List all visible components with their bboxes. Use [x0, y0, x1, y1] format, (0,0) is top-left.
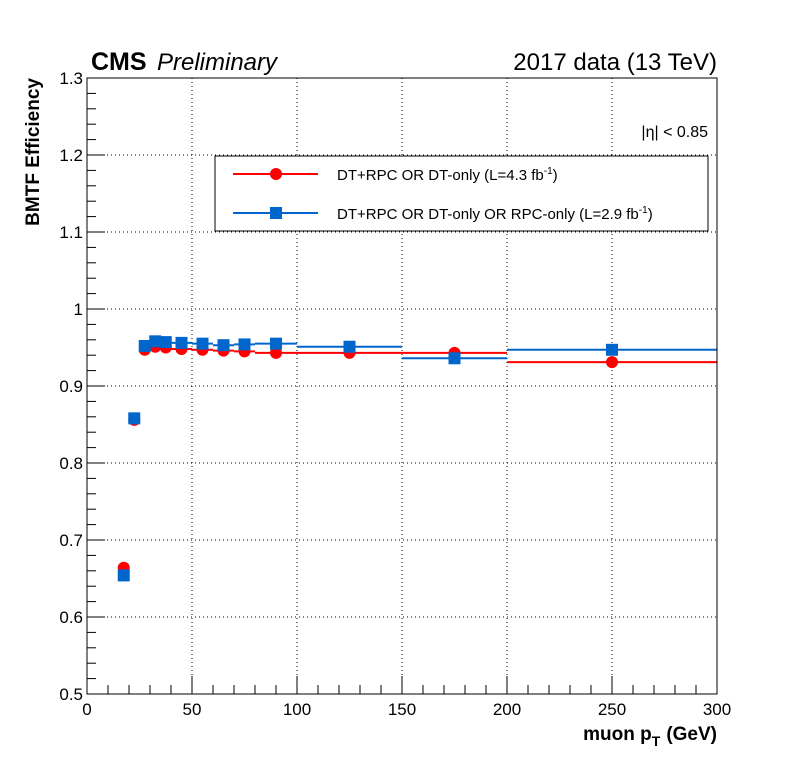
plot-frame	[86, 77, 718, 695]
dataset-label: 2017 data (13 TeV)	[513, 49, 717, 76]
y-tick-label: 1.2	[59, 146, 83, 165]
data-point-square	[343, 340, 356, 353]
x-tick-label: 250	[598, 700, 626, 719]
data-point-square	[448, 352, 461, 365]
data-series	[117, 335, 717, 582]
data-point-square	[217, 339, 230, 352]
data-point-square	[175, 336, 188, 349]
legend-label-series-1: DT+RPC OR DT-only (L=4.3 fb-1)	[337, 166, 558, 184]
series-1	[117, 340, 717, 574]
legend-marker-circle	[270, 168, 282, 180]
x-tick-label: 100	[283, 700, 311, 719]
data-point-square	[128, 412, 141, 425]
data-point-square	[606, 343, 618, 356]
legend-box	[214, 155, 709, 232]
y-tick-label: 0.7	[59, 531, 83, 550]
legend-entry-series-2: DT+RPC OR DT-only OR RPC-only (L=2.9 fb-…	[233, 205, 653, 223]
data-point-square	[117, 569, 130, 582]
x-axis-title: muon pT (GeV)	[583, 724, 717, 749]
y-tick-label: 1.1	[59, 223, 83, 242]
legend-marker-square	[270, 207, 282, 219]
x-tick-label: 150	[388, 700, 416, 719]
grid-lines	[87, 78, 717, 694]
eta-annotation: |η| < 0.85	[641, 124, 708, 141]
y-tick-label: 0.5	[59, 685, 83, 704]
data-point-circle	[606, 356, 618, 369]
data-point-square	[270, 337, 282, 350]
y-axis-title: BMTF Efficiency	[23, 78, 44, 226]
legend-label-series-2: DT+RPC OR DT-only OR RPC-only (L=2.9 fb-…	[337, 205, 653, 223]
y-tick-label: 1	[74, 300, 83, 319]
y-tick-label: 0.9	[59, 377, 83, 396]
experiment-label: CMS	[91, 48, 147, 76]
x-tick-label: 0	[82, 700, 91, 719]
legend-entry-series-1: DT+RPC OR DT-only (L=4.3 fb-1)	[233, 166, 558, 184]
data-point-square	[238, 338, 251, 351]
x-tick-label: 300	[703, 700, 731, 719]
y-tick-label: 1.3	[59, 69, 83, 88]
y-tick-label: 0.8	[59, 454, 83, 473]
data-point-square	[138, 339, 151, 352]
data-point-square	[149, 335, 162, 348]
data-point-circle	[270, 346, 282, 359]
data-point-square	[159, 336, 172, 349]
status-label: Preliminary	[157, 49, 279, 76]
y-tick-label: 0.6	[59, 608, 83, 627]
x-tick-label: 50	[183, 700, 202, 719]
legend: DT+RPC OR DT-only (L=4.3 fb-1) DT+RPC OR…	[214, 155, 709, 232]
x-tick-label: 200	[493, 700, 521, 719]
tick-labels: 0 50 100 150 200 250 300 0.5 0.6 0.7 0.8 0.9 1 1.1 1.2…	[59, 69, 731, 719]
data-point-square	[196, 337, 209, 350]
series-2	[117, 335, 717, 582]
